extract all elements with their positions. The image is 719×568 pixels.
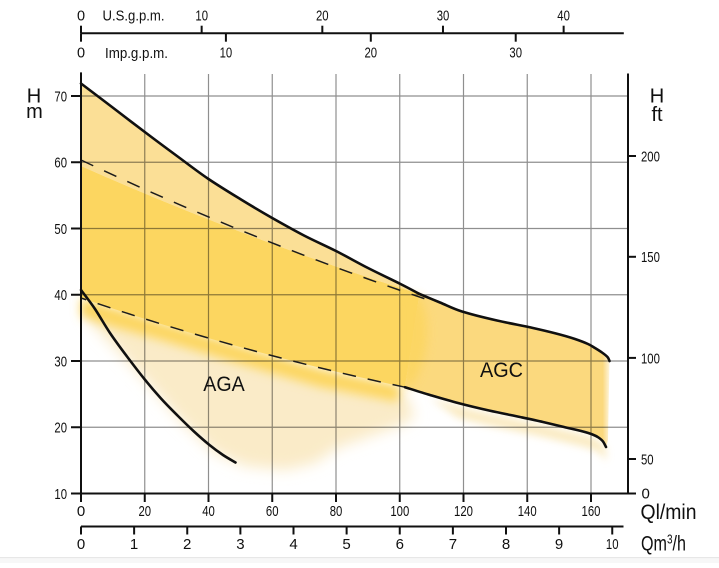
svg-text:Qm3/h: Qm3/h xyxy=(641,532,686,556)
svg-text:40: 40 xyxy=(54,287,67,304)
svg-text:20: 20 xyxy=(54,420,67,437)
svg-text:AGA: AGA xyxy=(203,372,245,396)
svg-text:H: H xyxy=(27,86,41,108)
svg-text:5: 5 xyxy=(342,536,350,553)
svg-text:AGC: AGC xyxy=(480,358,523,382)
svg-text:2: 2 xyxy=(183,536,191,553)
svg-text:60: 60 xyxy=(54,155,67,172)
svg-text:150: 150 xyxy=(641,249,660,266)
svg-text:0: 0 xyxy=(77,46,85,62)
svg-text:30: 30 xyxy=(437,9,450,25)
svg-text:30: 30 xyxy=(509,46,522,62)
svg-text:10: 10 xyxy=(220,46,233,62)
svg-text:9: 9 xyxy=(555,536,563,553)
svg-text:100: 100 xyxy=(390,503,409,520)
svg-text:Ql/min: Ql/min xyxy=(641,501,697,524)
svg-text:8: 8 xyxy=(502,536,510,553)
svg-text:60: 60 xyxy=(266,503,279,520)
svg-text:0: 0 xyxy=(77,536,85,553)
svg-text:10: 10 xyxy=(195,9,208,25)
svg-text:70: 70 xyxy=(54,88,67,105)
svg-text:40: 40 xyxy=(557,9,570,25)
svg-text:50: 50 xyxy=(54,221,67,238)
svg-text:10: 10 xyxy=(54,486,67,503)
svg-text:3: 3 xyxy=(236,536,244,553)
svg-text:20: 20 xyxy=(139,503,152,520)
svg-text:100: 100 xyxy=(641,350,660,367)
svg-text:20: 20 xyxy=(365,46,378,62)
svg-text:0: 0 xyxy=(77,503,85,520)
svg-text:Imp.g.p.m.: Imp.g.p.m. xyxy=(105,46,168,62)
svg-text:30: 30 xyxy=(54,353,67,370)
svg-text:H: H xyxy=(650,86,664,108)
svg-text:U.S.g.p.m.: U.S.g.p.m. xyxy=(103,9,165,25)
svg-text:20: 20 xyxy=(316,9,329,25)
svg-text:0: 0 xyxy=(77,9,85,25)
svg-text:40: 40 xyxy=(202,503,215,520)
svg-text:160: 160 xyxy=(582,503,601,520)
svg-text:10: 10 xyxy=(606,536,619,553)
svg-text:6: 6 xyxy=(396,536,404,553)
svg-text:m: m xyxy=(26,101,43,123)
svg-text:80: 80 xyxy=(330,503,343,520)
svg-text:1: 1 xyxy=(130,536,138,553)
svg-text:7: 7 xyxy=(449,536,457,553)
svg-text:120: 120 xyxy=(454,503,473,520)
svg-text:140: 140 xyxy=(518,503,537,520)
svg-text:200: 200 xyxy=(641,148,660,165)
svg-text:50: 50 xyxy=(641,451,654,468)
svg-text:0: 0 xyxy=(642,486,650,503)
svg-text:ft: ft xyxy=(651,104,663,126)
svg-text:4: 4 xyxy=(289,536,297,553)
